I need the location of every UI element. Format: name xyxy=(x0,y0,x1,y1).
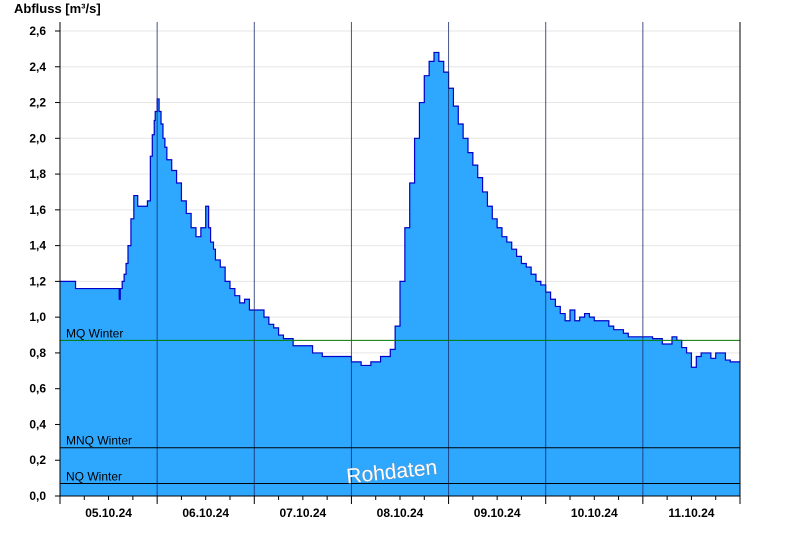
y-tick-label: 2,0 xyxy=(29,131,46,145)
y-tick-label: 1,2 xyxy=(29,274,46,288)
x-tick-label: 09.10.24 xyxy=(474,506,521,520)
reference-label: MNQ Winter xyxy=(66,434,132,448)
y-ticks: 0,0 0,2 0,4 0,6 0,8 1,0 1,2 1,4 1,6 1,8 2,0 2,2 2,4 2… xyxy=(29,24,46,503)
y-tick-label: 0,2 xyxy=(29,453,46,467)
x-tick-label: 10.10.24 xyxy=(571,506,618,520)
y-tick-label: 1,0 xyxy=(29,310,46,324)
y-tick-label: 1,4 xyxy=(29,239,46,253)
y-tick-label: 0,0 xyxy=(29,489,46,503)
y-tick-label: 0,4 xyxy=(29,417,46,431)
x-tick-label: 05.10.24 xyxy=(85,506,132,520)
area-layer xyxy=(60,51,740,496)
y-tick-label: 0,6 xyxy=(29,382,46,396)
y-tick-label: 2,2 xyxy=(29,96,46,110)
reference-label: NQ Winter xyxy=(66,469,122,483)
y-tick-label: 0,8 xyxy=(29,346,46,360)
day-lines xyxy=(156,22,644,496)
x-tick-label: 11.10.24 xyxy=(668,506,714,520)
x-ticks: 05.10.24 06.10.24 07.10.24 08.10.24 09.10.24… xyxy=(85,506,715,520)
reference-label: MQ Winter xyxy=(66,326,123,340)
x-tick-label: 08.10.24 xyxy=(377,506,424,520)
x-tick-label: 06.10.24 xyxy=(182,506,229,520)
y-tick-label: 2,4 xyxy=(29,60,46,74)
y-tick-label: 1,6 xyxy=(29,203,46,217)
x-tick-label: 07.10.24 xyxy=(279,506,326,520)
discharge-line xyxy=(60,51,740,368)
y-tick-label: 1,8 xyxy=(29,167,46,181)
reference-lines: MQ Winter MNQ Winter NQ Winter xyxy=(60,326,740,484)
y-tick-label: 2,6 xyxy=(29,24,46,38)
axes xyxy=(55,22,741,504)
discharge-area xyxy=(60,52,740,496)
y-axis-label: Abfluss [m³/s] xyxy=(14,1,101,16)
